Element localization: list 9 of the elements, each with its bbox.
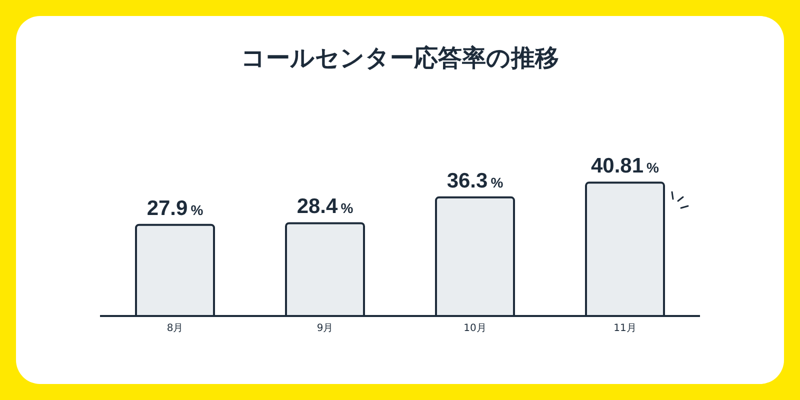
chart-title: コールセンター応答率の推移 bbox=[240, 43, 560, 74]
x-tick-label: 8月 bbox=[166, 323, 184, 334]
x-tick-label: 9月 bbox=[316, 323, 334, 334]
data-label: 28.4% bbox=[296, 195, 354, 218]
data-label: 27.9% bbox=[146, 196, 204, 220]
data-label: 36.3% bbox=[446, 169, 504, 192]
x-tick-label: 10月 bbox=[464, 323, 486, 334]
x-tick-label: 11月 bbox=[614, 323, 636, 334]
data-label: 40.81% bbox=[590, 154, 660, 178]
